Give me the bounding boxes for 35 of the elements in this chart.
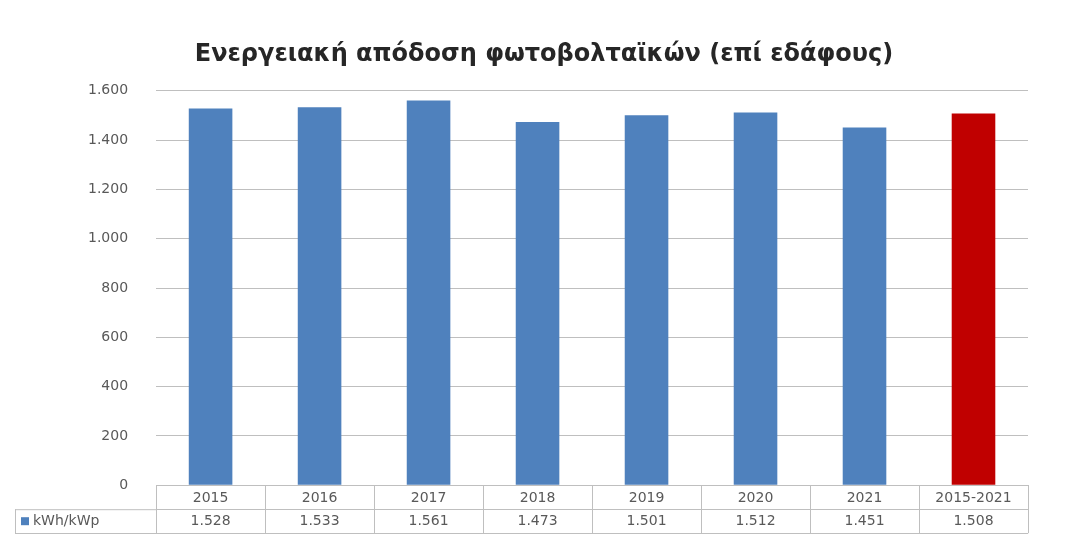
y-tick-label: 600 bbox=[101, 327, 129, 344]
x-tick-label: 2015 bbox=[192, 489, 229, 506]
y-tick-label: 1.000 bbox=[87, 229, 129, 246]
y-tick-label: 1.400 bbox=[87, 130, 129, 147]
x-tick-label: 2015-2021 bbox=[935, 489, 1012, 506]
bar bbox=[842, 127, 887, 485]
data-label: 1.561 bbox=[408, 511, 449, 528]
x-tick-label: 2020 bbox=[737, 489, 774, 506]
data-label: 1.451 bbox=[844, 511, 885, 528]
bar bbox=[733, 112, 778, 485]
data-label: 1.512 bbox=[735, 511, 776, 528]
y-tick-label: 200 bbox=[101, 426, 129, 443]
y-tick-label: 1.600 bbox=[87, 81, 129, 98]
x-tick-label: 2017 bbox=[410, 489, 447, 506]
y-tick-label: 1.200 bbox=[87, 180, 129, 197]
x-tick-label: 2016 bbox=[301, 489, 338, 506]
y-tick-label: 400 bbox=[101, 377, 129, 394]
data-label: 1.501 bbox=[626, 511, 667, 528]
x-tick-label: 2018 bbox=[519, 489, 556, 506]
bar bbox=[297, 107, 342, 485]
data-label: 1.528 bbox=[190, 511, 231, 528]
bar bbox=[515, 122, 560, 485]
bar bbox=[624, 115, 669, 485]
chart-title: Ενεργειακή απόδοση φωτοβολταϊκών (επί εδάφους) bbox=[194, 38, 894, 67]
data-label: 1.508 bbox=[953, 511, 994, 528]
y-tick-label: 800 bbox=[101, 278, 129, 295]
data-label: 1.473 bbox=[517, 511, 558, 528]
legend-label: kWh/kWp bbox=[33, 511, 100, 528]
y-tick-label: 0 bbox=[119, 475, 129, 492]
bar bbox=[188, 108, 233, 485]
data-label: 1.533 bbox=[299, 511, 340, 528]
x-tick-label: 2021 bbox=[846, 489, 883, 506]
bar bbox=[406, 100, 451, 485]
x-tick-label: 2019 bbox=[628, 489, 665, 506]
bar bbox=[951, 113, 996, 485]
